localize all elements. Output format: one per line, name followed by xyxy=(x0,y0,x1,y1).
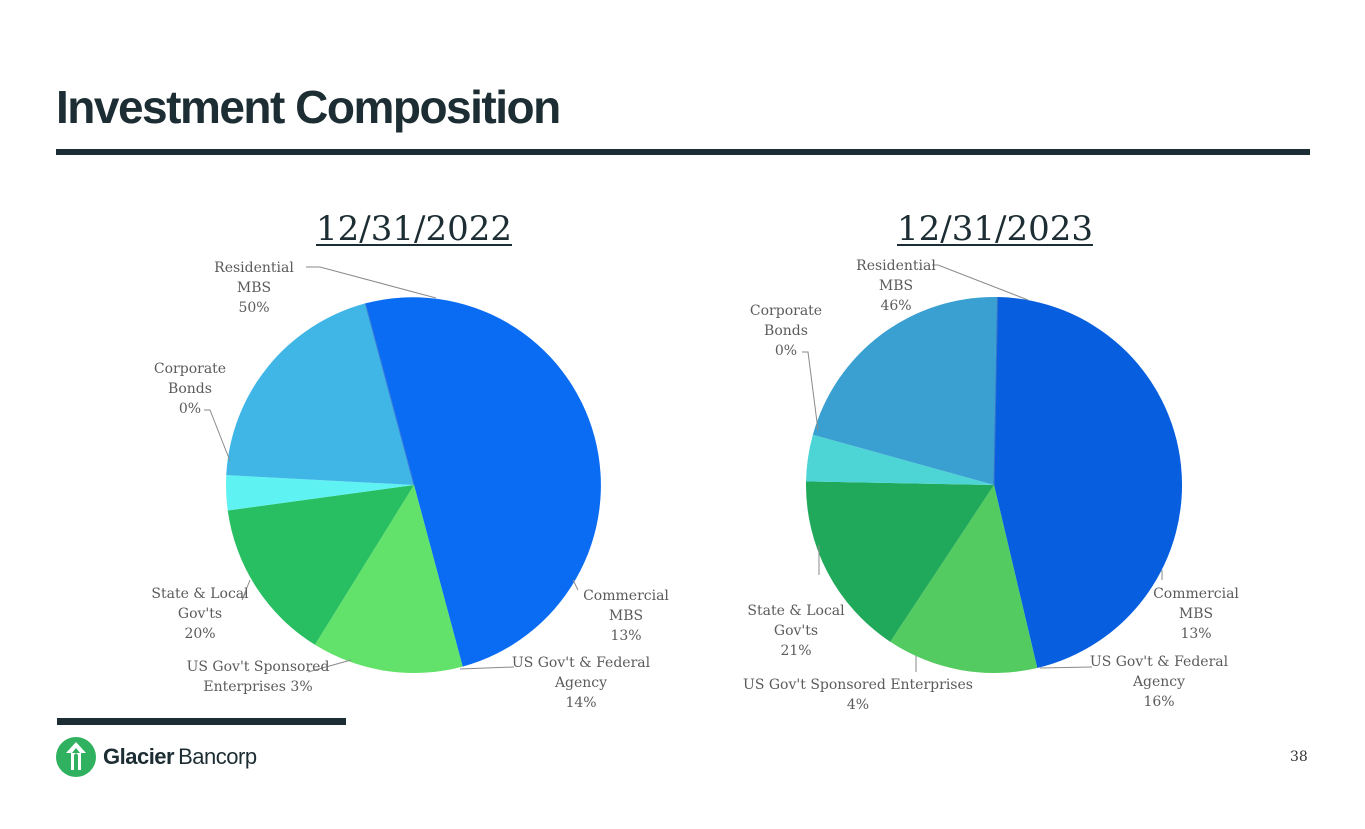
leader-line-residential-mbs xyxy=(932,264,1029,301)
pie-slice-us-gov-t-federal-agency xyxy=(227,485,414,645)
pie-slice-us-gov-t-federal-agency xyxy=(805,481,994,642)
pie-slices xyxy=(226,297,601,673)
company-logo: Glacier Bancorp xyxy=(55,736,257,778)
slice-label-us-gov-t-federal-agency: US Gov't & Federal Agency 14% xyxy=(512,655,651,711)
slice-label-us-gov-t-federal-agency: US Gov't & Federal Agency 16% xyxy=(1090,654,1229,710)
leader-line-corporate-bonds xyxy=(204,409,231,462)
page-number: 38 xyxy=(1290,749,1308,765)
slice-label-residential-mbs: Residential MBS 50% xyxy=(214,260,294,316)
pie-slice-us-gov-t-sponsored-enterprises xyxy=(226,475,414,511)
leader-line-state-local-gov-ts xyxy=(241,579,251,601)
slice-label-state-local-gov-ts: State & Local Gov'ts 21% xyxy=(747,603,845,659)
chart-title-2023: 12/31/2023 xyxy=(897,209,1093,249)
pie-slice-state-local-gov-ts xyxy=(812,296,998,485)
slice-label-us-gov-t-sponsored-enterprises: US Gov't Sponsored Enterprises 3% xyxy=(187,659,330,695)
pie-slice-commercial-mbs xyxy=(890,485,1038,674)
pie-slice-corporate-bonds xyxy=(993,297,999,486)
leader-line-us-gov-t-federal-agency xyxy=(459,666,515,670)
leader-line-us-gov-t-federal-agency xyxy=(1039,666,1093,669)
chart-title-2022: 12/31/2022 xyxy=(316,209,512,249)
slice-label-commercial-mbs: Commercial MBS 13% xyxy=(583,588,669,644)
glacier-logo-icon xyxy=(56,737,96,777)
leader-line-commercial-mbs xyxy=(572,579,579,591)
slice-label-us-gov-t-sponsored-enterprises: US Gov't Sponsored Enterprises 4% xyxy=(743,677,973,713)
slice-label-residential-mbs: Residential MBS 46% xyxy=(856,258,936,314)
slice-label-corporate-bonds: Corporate Bonds 0% xyxy=(750,303,822,359)
slice-label-state-local-gov-ts: State & Local Gov'ts 20% xyxy=(151,586,249,642)
pie-slice-commercial-mbs xyxy=(314,485,463,673)
slice-label-corporate-bonds: Corporate Bonds 0% xyxy=(154,361,226,417)
pie-slice-state-local-gov-ts xyxy=(226,303,414,485)
pie-slice-residential-mbs xyxy=(365,297,601,667)
footer-divider xyxy=(57,718,346,725)
page-title: Investment Composition xyxy=(56,81,561,133)
pie-slice-corporate-bonds xyxy=(364,303,415,486)
logo-word-bancorp: Bancorp xyxy=(178,744,257,769)
title-divider xyxy=(56,149,1310,155)
logo-word-glacier: Glacier xyxy=(103,744,175,769)
pie-slices xyxy=(805,296,1183,674)
pie-slice-residential-mbs xyxy=(994,297,1183,668)
pie-slice-us-gov-t-sponsored-enterprises xyxy=(806,434,994,485)
slice-label-commercial-mbs: Commercial MBS 13% xyxy=(1153,586,1239,642)
leader-line-us-gov-t-sponsored-enterprises xyxy=(307,659,352,673)
leader-line-residential-mbs xyxy=(306,266,437,299)
leader-line-corporate-bonds xyxy=(802,351,819,431)
